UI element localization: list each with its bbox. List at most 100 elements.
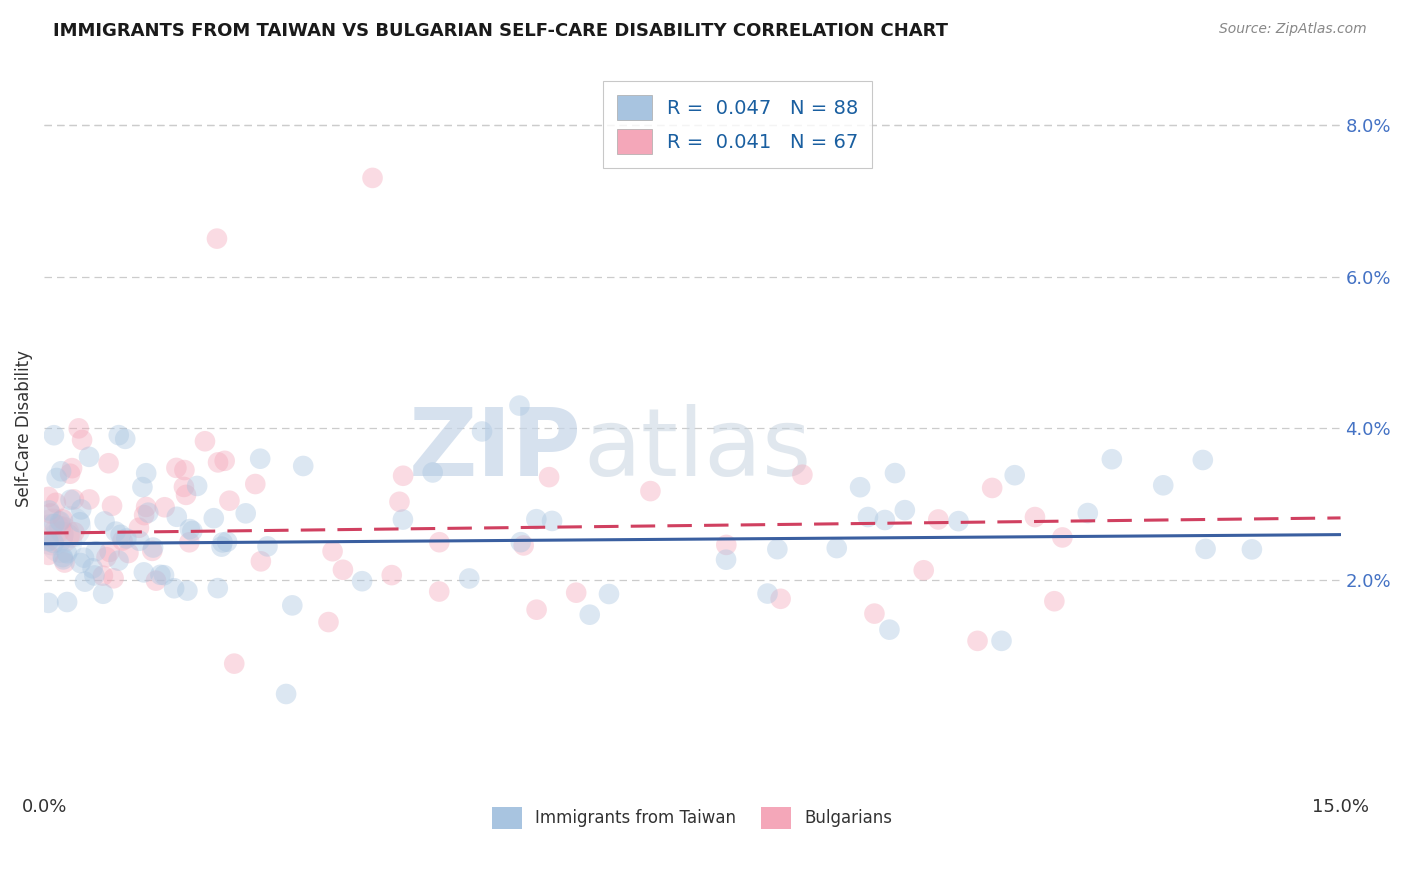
Point <box>512 538 534 552</box>
Point <box>873 513 896 527</box>
Point <box>509 535 531 549</box>
Point <box>1101 452 1123 467</box>
Point <box>202 511 225 525</box>
Point <box>101 499 124 513</box>
Point <box>53 556 76 570</box>
Point <box>73 574 96 589</box>
Point <box>256 540 278 554</box>
Point <box>45 471 67 485</box>
Point <box>44 516 66 531</box>
Point <box>42 428 65 442</box>
Point <box>1052 531 1074 545</box>
Point <box>39 507 62 521</box>
Point <box>224 657 246 671</box>
Point <box>56 546 79 560</box>
Point <box>249 451 271 466</box>
Point <box>181 524 204 538</box>
Point <box>115 532 138 546</box>
Point <box>205 232 228 246</box>
Point <box>392 468 415 483</box>
Point <box>381 568 404 582</box>
Point <box>153 568 176 582</box>
Point <box>93 515 115 529</box>
Legend: Immigrants from Taiwan, Bulgarians: Immigrants from Taiwan, Bulgarians <box>485 801 900 835</box>
Point <box>332 563 354 577</box>
Point <box>37 490 59 504</box>
Point <box>884 466 907 480</box>
Point <box>59 492 82 507</box>
Point <box>1043 594 1066 608</box>
Point <box>825 541 848 555</box>
Point <box>1191 453 1213 467</box>
Y-axis label: Self-Care Disability: Self-Care Disability <box>15 350 32 507</box>
Point <box>894 503 917 517</box>
Point <box>84 544 107 558</box>
Point <box>141 544 163 558</box>
Point <box>990 633 1012 648</box>
Point <box>77 450 100 464</box>
Point <box>131 480 153 494</box>
Point <box>135 467 157 481</box>
Point <box>427 584 450 599</box>
Point <box>42 536 65 550</box>
Point <box>879 623 901 637</box>
Point <box>70 502 93 516</box>
Point <box>1077 506 1099 520</box>
Point <box>83 568 105 582</box>
Point <box>361 170 384 185</box>
Point <box>1194 541 1216 556</box>
Point <box>912 563 935 577</box>
Point <box>640 484 662 499</box>
Point <box>166 509 188 524</box>
Point <box>51 527 73 541</box>
Point <box>1024 510 1046 524</box>
Point <box>45 496 67 510</box>
Point <box>132 566 155 580</box>
Point <box>471 425 494 439</box>
Point <box>136 506 159 520</box>
Point <box>245 477 267 491</box>
Point <box>91 587 114 601</box>
Point <box>69 515 91 529</box>
Point <box>179 522 201 536</box>
Point <box>38 503 60 517</box>
Point <box>163 581 186 595</box>
Point <box>52 552 75 566</box>
Point <box>174 488 197 502</box>
Text: IMMIGRANTS FROM TAIWAN VS BULGARIAN SELF-CARE DISABILITY CORRELATION CHART: IMMIGRANTS FROM TAIWAN VS BULGARIAN SELF… <box>53 22 949 40</box>
Point <box>1240 542 1263 557</box>
Point <box>56 595 79 609</box>
Point <box>149 567 172 582</box>
Point <box>79 492 101 507</box>
Point <box>1152 478 1174 492</box>
Point <box>63 492 86 507</box>
Point <box>134 508 156 522</box>
Point <box>37 534 59 549</box>
Point <box>756 586 779 600</box>
Point <box>96 550 118 565</box>
Point <box>1004 468 1026 483</box>
Point <box>281 599 304 613</box>
Point <box>73 550 96 565</box>
Point <box>211 535 233 549</box>
Point <box>211 540 233 554</box>
Text: ZIP: ZIP <box>409 404 582 496</box>
Point <box>966 633 988 648</box>
Point <box>179 535 201 549</box>
Point <box>111 533 134 548</box>
Point <box>392 512 415 526</box>
Point <box>153 500 176 515</box>
Text: atlas: atlas <box>583 404 811 496</box>
Point <box>114 432 136 446</box>
Point <box>176 583 198 598</box>
Point <box>60 461 83 475</box>
Point <box>107 553 129 567</box>
Point <box>110 528 132 542</box>
Point <box>292 458 315 473</box>
Point <box>217 534 239 549</box>
Point <box>250 554 273 568</box>
Point <box>128 521 150 535</box>
Point <box>69 556 91 570</box>
Point <box>37 548 59 562</box>
Point <box>352 574 374 589</box>
